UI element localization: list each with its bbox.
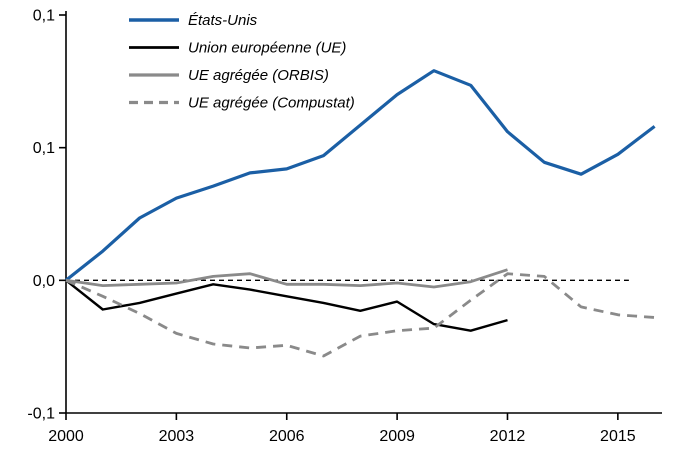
x-tick-label-5: 2015 [600, 428, 636, 445]
legend-label-3: UE agrégée (ORBIS) [188, 67, 329, 84]
x-tick-label-0: 2000 [48, 428, 84, 445]
legend-label-2: Union européenne (UE) [188, 40, 346, 57]
x-tick-label-1: 2003 [159, 428, 195, 445]
legend: États-Unis Union européenne (UE) UE agrégé… [129, 12, 355, 112]
x-tick-label-3: 2009 [379, 428, 415, 445]
y-tick-label-3: 0,1 [33, 8, 55, 25]
series-line-3 [65, 268, 508, 289]
series-line-2 [65, 279, 508, 332]
y-tick-label-0: -0,1 [27, 406, 55, 423]
y-tick-label-2: 0,1 [33, 140, 55, 157]
y-tick-label-1: 0,0 [33, 273, 55, 290]
series-line-4 [65, 272, 655, 358]
series-line-1 [65, 69, 656, 282]
axes: -0,1 0,0 0,1 0,1 2000 2003 2006 2009 2012 2015 [27, 8, 662, 445]
x-tick-label-2: 2006 [269, 428, 305, 445]
legend-label-1: États-Unis [188, 12, 258, 29]
legend-label-4: UE agrégée (Compustat) [188, 95, 355, 112]
x-tick-label-4: 2012 [490, 428, 526, 445]
